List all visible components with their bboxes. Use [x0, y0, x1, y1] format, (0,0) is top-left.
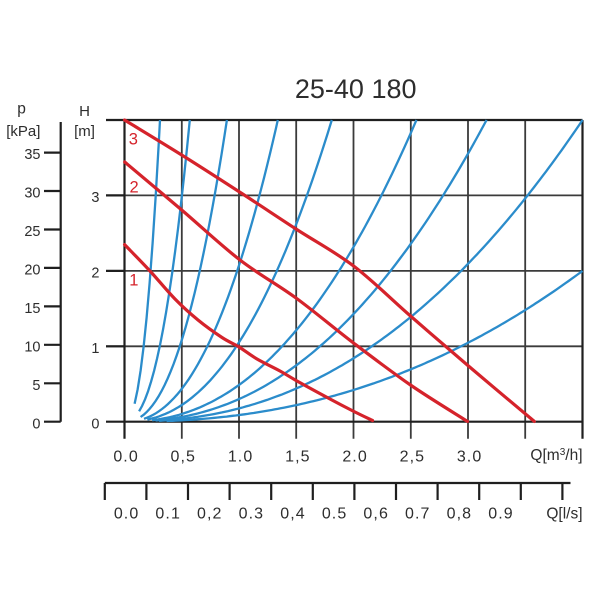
svg-text:3: 3 — [129, 131, 138, 149]
svg-text:3: 3 — [91, 190, 99, 206]
svg-text:5: 5 — [32, 378, 40, 394]
svg-text:0,4: 0,4 — [280, 505, 306, 522]
svg-text:35: 35 — [24, 147, 40, 163]
svg-text:Q[l/s]: Q[l/s] — [546, 505, 582, 522]
svg-text:p: p — [17, 101, 26, 118]
svg-text:3.0: 3.0 — [457, 449, 483, 466]
svg-text:2,5: 2,5 — [400, 449, 426, 466]
svg-text:[m]: [m] — [74, 123, 95, 140]
svg-text:1.0: 1.0 — [228, 449, 254, 466]
svg-text:0.0: 0.0 — [113, 449, 139, 466]
svg-text:0.3: 0.3 — [239, 505, 265, 522]
svg-text:0,6: 0,6 — [363, 505, 389, 522]
svg-text:0,2: 0,2 — [197, 505, 223, 522]
svg-text:20: 20 — [24, 263, 40, 279]
svg-text:0.7: 0.7 — [405, 505, 431, 522]
svg-text:2.0: 2.0 — [342, 449, 368, 466]
svg-text:Q[m3/h]: Q[m3/h] — [530, 447, 582, 464]
svg-text:1: 1 — [129, 272, 138, 290]
svg-text:0,5: 0,5 — [171, 449, 197, 466]
svg-text:25: 25 — [24, 224, 40, 240]
svg-text:[kPa]: [kPa] — [6, 123, 40, 140]
svg-text:2: 2 — [91, 266, 99, 282]
svg-text:0: 0 — [32, 416, 40, 432]
svg-text:0.0: 0.0 — [114, 505, 140, 522]
svg-text:1,5: 1,5 — [285, 449, 311, 466]
svg-text:0.1: 0.1 — [155, 505, 181, 522]
svg-text:0.9: 0.9 — [488, 505, 514, 522]
svg-text:10: 10 — [24, 339, 40, 355]
svg-text:25-40 180: 25-40 180 — [295, 74, 417, 104]
svg-text:0.5: 0.5 — [322, 505, 348, 522]
svg-text:30: 30 — [24, 186, 40, 202]
svg-text:H: H — [79, 103, 90, 120]
svg-text:0: 0 — [91, 416, 99, 432]
svg-text:2: 2 — [130, 179, 139, 197]
svg-text:0,8: 0,8 — [447, 505, 473, 522]
svg-text:15: 15 — [24, 301, 40, 317]
svg-text:1: 1 — [91, 341, 99, 357]
